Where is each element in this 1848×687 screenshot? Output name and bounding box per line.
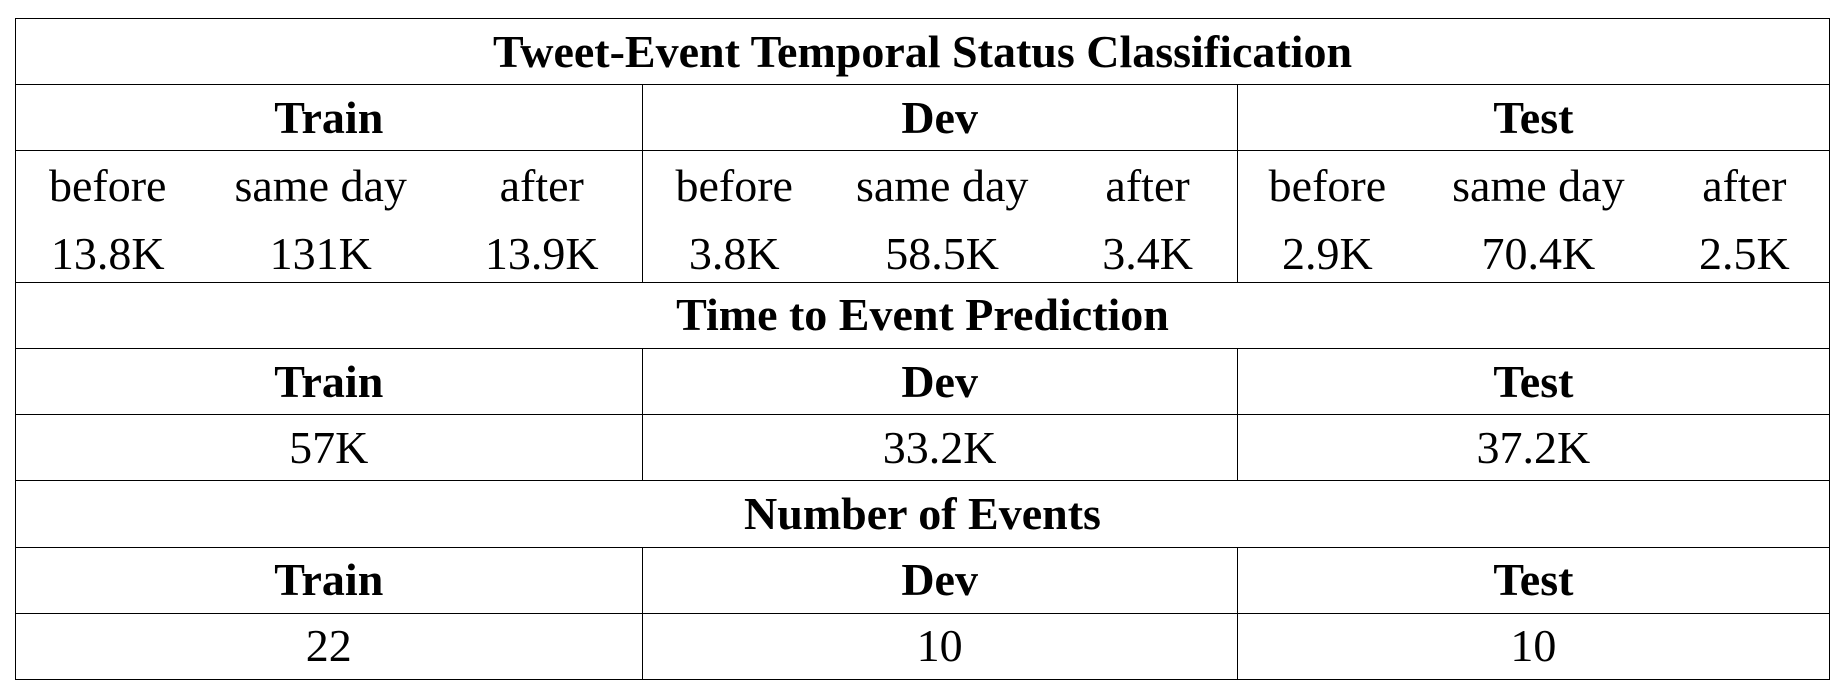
column-label: same day: [234, 159, 407, 211]
column-value: 3.8K: [688, 227, 780, 279]
num-events-split-test: Test: [1236, 546, 1831, 614]
time-to-event-split-dev: Dev: [641, 347, 1238, 416]
num-events-section-title: Number of Events: [15, 480, 1830, 548]
column-value: 58.5K: [885, 227, 1000, 279]
column-label: before: [48, 159, 167, 211]
column-label: before: [675, 159, 793, 211]
classification-cell-train-same-day: same day 131K: [199, 150, 442, 283]
classification-split-train: Train: [15, 84, 643, 152]
column-label: before: [1268, 159, 1387, 211]
classification-cell-dev-same-day: same day 58.5K: [825, 150, 1059, 283]
classification-cell-test-before: before 2.9K: [1236, 150, 1418, 283]
column-value: 13.9K: [484, 227, 599, 279]
num-events-split-dev: Dev: [641, 546, 1238, 614]
time-to-event-value-test: 37.2K: [1236, 414, 1831, 482]
num-events-value-dev: 10: [641, 612, 1238, 681]
column-label: after: [499, 159, 584, 211]
time-to-event-section-title: Time to Event Prediction: [15, 281, 1830, 349]
column-label: after: [1702, 159, 1787, 211]
time-to-event-value-dev: 33.2K: [641, 414, 1238, 482]
num-events-value-test: 10: [1236, 612, 1831, 681]
column-value: 131K: [269, 227, 372, 279]
column-value: 2.9K: [1282, 227, 1373, 279]
classification-section-title: Tweet-Event Temporal Status Classificati…: [15, 17, 1830, 86]
num-events-value-train: 22: [15, 612, 643, 681]
time-to-event-value-train: 57K: [15, 414, 643, 482]
classification-split-dev: Dev: [641, 84, 1238, 152]
column-value: 2.5K: [1698, 227, 1790, 279]
classification-cell-dev-before: before 3.8K: [641, 150, 826, 283]
time-to-event-split-test: Test: [1236, 347, 1831, 416]
time-to-event-split-train: Train: [15, 347, 643, 416]
classification-cell-dev-after: after 3.4K: [1058, 150, 1238, 283]
num-events-split-train: Train: [15, 546, 643, 614]
dataset-statistics-table: Tweet-Event Temporal Status Classificati…: [15, 17, 1831, 681]
column-label: same day: [855, 159, 1029, 211]
classification-cell-test-same-day: same day 70.4K: [1417, 150, 1660, 283]
classification-split-test: Test: [1236, 84, 1831, 152]
classification-cell-train-before: before 13.8K: [15, 150, 200, 283]
column-value: 3.4K: [1102, 227, 1193, 279]
classification-cell-train-after: after 13.9K: [441, 150, 643, 283]
column-label: after: [1105, 159, 1190, 211]
column-value: 70.4K: [1481, 227, 1596, 279]
classification-cell-test-after: after 2.5K: [1659, 150, 1830, 283]
column-value: 13.8K: [50, 227, 165, 279]
column-label: same day: [1452, 159, 1625, 211]
